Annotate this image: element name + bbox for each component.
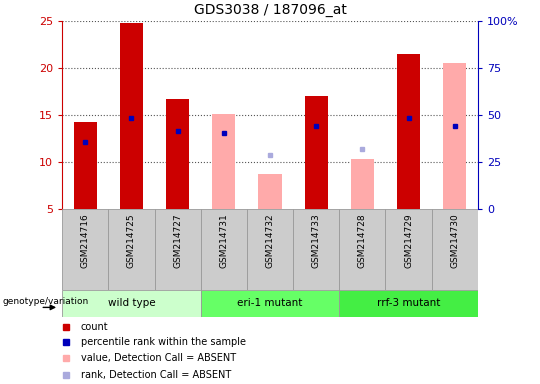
Bar <box>443 63 467 209</box>
Bar <box>247 209 293 290</box>
Bar <box>339 290 478 317</box>
Bar <box>154 209 201 290</box>
Bar <box>62 290 201 317</box>
Bar <box>73 122 97 209</box>
Text: GSM214729: GSM214729 <box>404 214 413 268</box>
Title: GDS3038 / 187096_at: GDS3038 / 187096_at <box>193 3 347 17</box>
Text: wild type: wild type <box>107 298 155 308</box>
Bar <box>386 209 431 290</box>
Text: rank, Detection Call = ABSENT: rank, Detection Call = ABSENT <box>81 369 231 380</box>
Text: rrf-3 mutant: rrf-3 mutant <box>377 298 440 308</box>
Bar <box>259 174 281 209</box>
Text: GSM214725: GSM214725 <box>127 214 136 268</box>
Text: GSM214732: GSM214732 <box>266 214 274 268</box>
Bar <box>397 54 420 209</box>
Bar <box>431 209 478 290</box>
Bar <box>293 209 339 290</box>
Bar <box>212 114 235 209</box>
Text: GSM214730: GSM214730 <box>450 214 460 268</box>
Bar <box>305 96 328 209</box>
Text: genotype/variation: genotype/variation <box>3 297 89 306</box>
Bar <box>201 290 339 317</box>
Text: GSM214728: GSM214728 <box>358 214 367 268</box>
Text: GSM214731: GSM214731 <box>219 214 228 268</box>
Bar <box>62 209 109 290</box>
Bar <box>339 209 386 290</box>
Text: value, Detection Call = ABSENT: value, Detection Call = ABSENT <box>81 353 236 364</box>
Bar <box>120 23 143 209</box>
Text: eri-1 mutant: eri-1 mutant <box>237 298 303 308</box>
Bar <box>201 209 247 290</box>
Text: GSM214727: GSM214727 <box>173 214 182 268</box>
Text: GSM214733: GSM214733 <box>312 214 321 268</box>
Bar <box>351 159 374 209</box>
Bar <box>166 99 189 209</box>
Text: count: count <box>81 322 109 332</box>
Text: percentile rank within the sample: percentile rank within the sample <box>81 337 246 348</box>
Bar <box>109 209 154 290</box>
Text: GSM214716: GSM214716 <box>80 214 90 268</box>
